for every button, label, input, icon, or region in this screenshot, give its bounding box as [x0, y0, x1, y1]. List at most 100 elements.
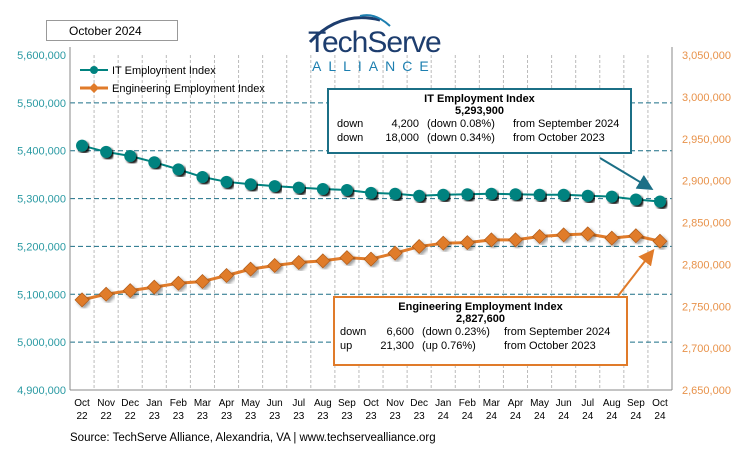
series-line-engineering [81, 232, 661, 302]
x-tick-label-month: Aug [603, 398, 621, 409]
left-axis-tick-label: 5,400,000 [17, 146, 66, 158]
x-tick-label-year: 22 [76, 411, 88, 422]
eng-data-point [146, 279, 162, 295]
x-tick-label-year: 23 [245, 411, 257, 422]
it-data-point [581, 189, 594, 202]
change: 21,300 [380, 340, 414, 352]
x-tick-label-month: Mar [483, 398, 501, 409]
period: from September 2024 [504, 326, 611, 338]
it-data-point [485, 187, 498, 200]
x-tick-label-year: 22 [125, 411, 137, 422]
change: 6,600 [386, 326, 414, 338]
eng-data-point [556, 227, 572, 243]
x-tick-label-year: 24 [582, 411, 594, 422]
eng-data-point [219, 268, 235, 284]
x-tick-label-month: Jul [581, 398, 594, 409]
it-data-point [629, 193, 642, 206]
left-axis-tick-label: 5,100,000 [17, 289, 66, 301]
it-data-point [244, 178, 257, 191]
eng-callout-arrow [617, 248, 655, 297]
eng-data-point [267, 258, 283, 274]
it-data-point [268, 180, 281, 193]
eng-data-point [507, 232, 523, 248]
left-axis-tick-label: 5,500,000 [17, 98, 66, 110]
eng-data-point [411, 239, 427, 255]
x-tick-label-month: May [530, 398, 549, 409]
it-callout-arrow [599, 157, 654, 191]
it-data-point [413, 189, 426, 202]
it-data-point [196, 171, 209, 184]
x-tick-label-year: 24 [654, 411, 666, 422]
x-tick-label-month: May [241, 398, 260, 409]
it-data-point [533, 188, 546, 201]
x-tick-label-year: 23 [221, 411, 233, 422]
eng-box-row: down 6,600 (down 0.23%) from September 2024 [335, 325, 626, 339]
it-data-point [605, 190, 618, 203]
direction: down [337, 118, 364, 130]
percent: (down 0.08%) [427, 118, 495, 130]
right-axis-tick-label: 2,650,000 [682, 385, 731, 397]
it-data-point [292, 181, 305, 194]
x-tick-label-month: Oct [74, 398, 90, 409]
right-axis-tick-label: 2,850,000 [682, 218, 731, 230]
x-tick-label-year: 24 [630, 411, 642, 422]
x-tick-label-month: Apr [219, 398, 235, 409]
x-tick-label-year: 23 [390, 411, 402, 422]
left-axis-tick-label: 4,900,000 [17, 385, 66, 397]
it-data-point [437, 188, 450, 201]
right-axis-tick-label: 2,900,000 [682, 176, 731, 188]
eng-data-point [122, 283, 138, 299]
eng-data-point [652, 233, 668, 249]
x-tick-label-month: Apr [508, 398, 524, 409]
period: from October 2023 [504, 340, 596, 352]
left-axis-tick-label: 5,000,000 [17, 337, 66, 349]
eng-data-point [98, 286, 114, 302]
x-tick-label-year: 24 [510, 411, 522, 422]
x-tick-label-year: 24 [438, 411, 450, 422]
eng-data-point [291, 255, 307, 271]
direction: up [340, 340, 353, 352]
logo-name: TechServe [308, 26, 442, 59]
it-data-point [653, 195, 666, 208]
x-tick-label-year: 23 [341, 411, 353, 422]
left-axis-tick-label: 5,300,000 [17, 194, 66, 206]
x-tick-label-month: Nov [97, 398, 115, 409]
x-tick-label-month: Jun [556, 398, 572, 409]
right-axis-tick-label: 3,000,000 [682, 92, 731, 104]
source-text: Source: TechServe Alliance, Alexandria, … [70, 432, 436, 444]
x-tick-label-month: Sep [338, 398, 356, 409]
x-tick-label-month: Jan [146, 398, 162, 409]
x-tick-label-month: Oct [363, 398, 379, 409]
percent: (down 0.23%) [422, 326, 490, 338]
x-tick-label-month: Jan [435, 398, 451, 409]
legend-diamond-icon [89, 83, 99, 93]
right-axis-tick-label: 2,800,000 [682, 259, 731, 271]
x-tick-label-month: Nov [386, 398, 404, 409]
x-tick-label-year: 23 [149, 411, 161, 422]
period: from September 2024 [513, 118, 620, 130]
right-axis-tick-label: 3,050,000 [682, 50, 731, 62]
it-box-title: IT Employment Index [424, 93, 535, 105]
left-axis-tick-label: 5,200,000 [17, 241, 66, 253]
eng-data-point [339, 250, 355, 266]
logo-swoosh-icon [308, 14, 391, 44]
x-tick-label-year: 24 [486, 411, 498, 422]
eng-box-row: up 21,300 (up 0.76%) from October 2023 [335, 339, 626, 353]
legend-label: Engineering Employment Index [112, 83, 265, 95]
x-tick-label-month: Oct [652, 398, 668, 409]
eng-data-point [459, 235, 475, 251]
techserve-logo: TechServe ALLIANCE [300, 12, 470, 74]
eng-data-point [363, 251, 379, 267]
legend-label: IT Employment Index [112, 65, 216, 77]
x-tick-label-month: Feb [170, 398, 188, 409]
x-tick-label-month: Dec [121, 398, 139, 409]
x-tick-label-year: 24 [462, 411, 474, 422]
legend-circle-icon [90, 66, 98, 74]
x-tick-label-month: Feb [459, 398, 477, 409]
x-tick-label-year: 24 [558, 411, 570, 422]
it-data-point [124, 149, 137, 162]
eng-data-point [580, 226, 596, 242]
x-tick-label-year: 23 [173, 411, 185, 422]
x-tick-label-year: 23 [293, 411, 305, 422]
